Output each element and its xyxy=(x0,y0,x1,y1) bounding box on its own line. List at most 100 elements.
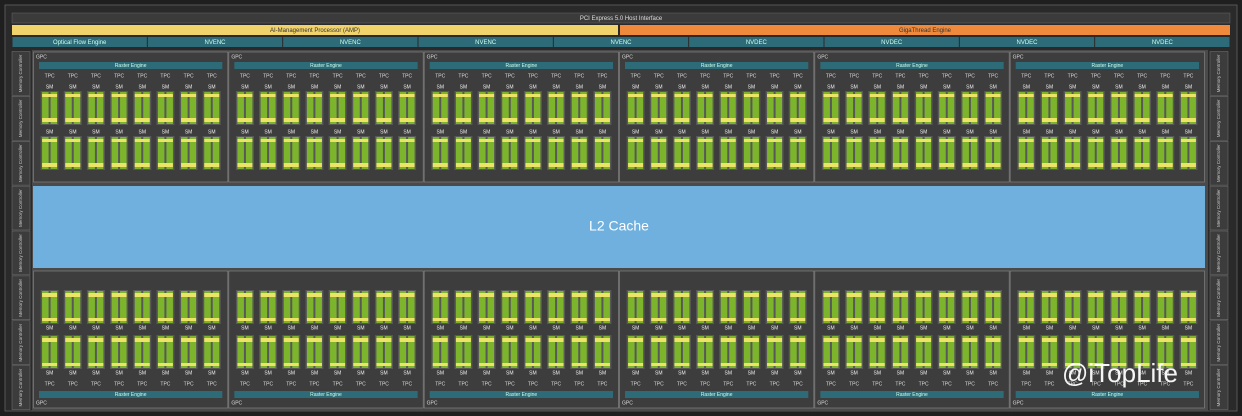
sm-cores xyxy=(901,92,908,124)
sm-cores xyxy=(292,336,299,368)
tpc-label: TPC xyxy=(793,381,803,387)
sm-tensor xyxy=(823,139,839,142)
sm-tensor xyxy=(88,293,104,297)
sm-cores xyxy=(1050,137,1057,169)
sm-tensor xyxy=(283,293,299,297)
sm-tensor xyxy=(353,139,369,142)
gpc-label: GPC xyxy=(622,54,633,60)
sm-tensor xyxy=(455,118,471,122)
sm-label: SM xyxy=(850,370,858,376)
tpc-label: TPC xyxy=(435,73,445,79)
sm-cores xyxy=(260,92,268,124)
sm-cores xyxy=(878,291,885,323)
sm-cores xyxy=(1027,137,1034,169)
sm-cores xyxy=(1050,336,1057,368)
l2-cache-label: L2 Cache xyxy=(589,218,649,234)
sm-cores xyxy=(181,92,188,124)
sm-cores xyxy=(1096,291,1104,323)
raster-engine xyxy=(429,391,613,398)
sm-tensor xyxy=(111,139,127,142)
sm-tensor xyxy=(502,163,518,167)
tpc-label: TPC xyxy=(482,73,492,79)
sm-tensor xyxy=(571,293,587,297)
memory-controller-label: Memory Controller xyxy=(18,278,23,316)
sm-cores xyxy=(143,291,150,323)
sm-cores xyxy=(729,137,736,169)
sm-tensor xyxy=(181,139,197,142)
sm-label: SM xyxy=(725,84,733,90)
sm-label: SM xyxy=(1162,325,1170,331)
sm-label: SM xyxy=(311,325,319,331)
sm-cores xyxy=(204,336,211,368)
gpc xyxy=(423,51,619,183)
sm-cores xyxy=(455,336,463,368)
tpc-label: TPC xyxy=(184,381,194,387)
sm-cores xyxy=(384,137,392,169)
tpc-label: TPC xyxy=(988,381,998,387)
sm-cores xyxy=(831,291,839,323)
sm-tensor xyxy=(432,139,448,142)
sm-tensor xyxy=(651,139,667,142)
sm-label: SM xyxy=(208,370,216,376)
sm-cores xyxy=(237,336,244,368)
sm-tensor xyxy=(157,139,173,142)
sm-label: SM xyxy=(874,129,882,135)
sm-cores xyxy=(269,137,276,169)
sm-label: SM xyxy=(288,325,296,331)
sm-cores xyxy=(947,336,955,368)
sm-label: SM xyxy=(1138,325,1146,331)
sm-label: SM xyxy=(920,325,928,331)
sm-cores xyxy=(245,336,253,368)
sm-tensor xyxy=(260,318,276,321)
sm-cores xyxy=(353,291,360,323)
sm-tensor xyxy=(1157,363,1173,366)
sm-cores xyxy=(204,137,211,169)
sm-cores xyxy=(962,336,969,368)
sm-tensor xyxy=(1134,363,1150,366)
sm-tensor xyxy=(594,139,610,142)
sm-tensor xyxy=(651,118,667,122)
sm-tensor xyxy=(525,363,541,366)
sm-tensor xyxy=(399,118,415,122)
sm-cores xyxy=(260,336,268,368)
media-engine xyxy=(283,37,418,47)
sm-tensor xyxy=(790,163,806,167)
sm-tensor xyxy=(479,293,495,297)
sm-tensor xyxy=(502,118,518,122)
sm-cores xyxy=(502,92,509,124)
sm-tensor xyxy=(432,338,448,342)
sm-label: SM xyxy=(599,370,607,376)
sm-cores xyxy=(353,336,360,368)
sm-cores xyxy=(994,336,1001,368)
sm-label: SM xyxy=(506,370,514,376)
sm-cores xyxy=(189,92,197,124)
sm-tensor xyxy=(1018,139,1034,142)
sm-label: SM xyxy=(552,370,560,376)
sm-cores xyxy=(1065,336,1072,368)
tpc-label: TPC xyxy=(574,381,584,387)
sm-tensor xyxy=(1111,363,1127,366)
sm-cores xyxy=(1018,92,1026,124)
memory-controller xyxy=(11,96,31,141)
sm-cores xyxy=(533,291,541,323)
sm-label: SM xyxy=(241,370,249,376)
sm-cores xyxy=(939,92,946,124)
sm-tensor xyxy=(1111,118,1127,122)
sm-tensor xyxy=(260,94,276,97)
sm-cores xyxy=(50,336,58,368)
sm-label: SM xyxy=(748,84,756,90)
sm-tensor xyxy=(525,118,541,122)
sm-label: SM xyxy=(380,84,388,90)
sm-label: SM xyxy=(943,84,951,90)
sm-cores xyxy=(706,336,713,368)
media-engine xyxy=(12,37,147,47)
sm-label: SM xyxy=(632,129,640,135)
sm-tensor xyxy=(306,139,322,142)
sm-tensor xyxy=(432,94,448,97)
sm-cores xyxy=(1111,137,1118,169)
sm-cores xyxy=(399,291,407,323)
sm-cores xyxy=(767,137,774,169)
sm-cores xyxy=(245,291,253,323)
sm-label: SM xyxy=(460,129,468,135)
sm-tensor xyxy=(985,293,1001,297)
